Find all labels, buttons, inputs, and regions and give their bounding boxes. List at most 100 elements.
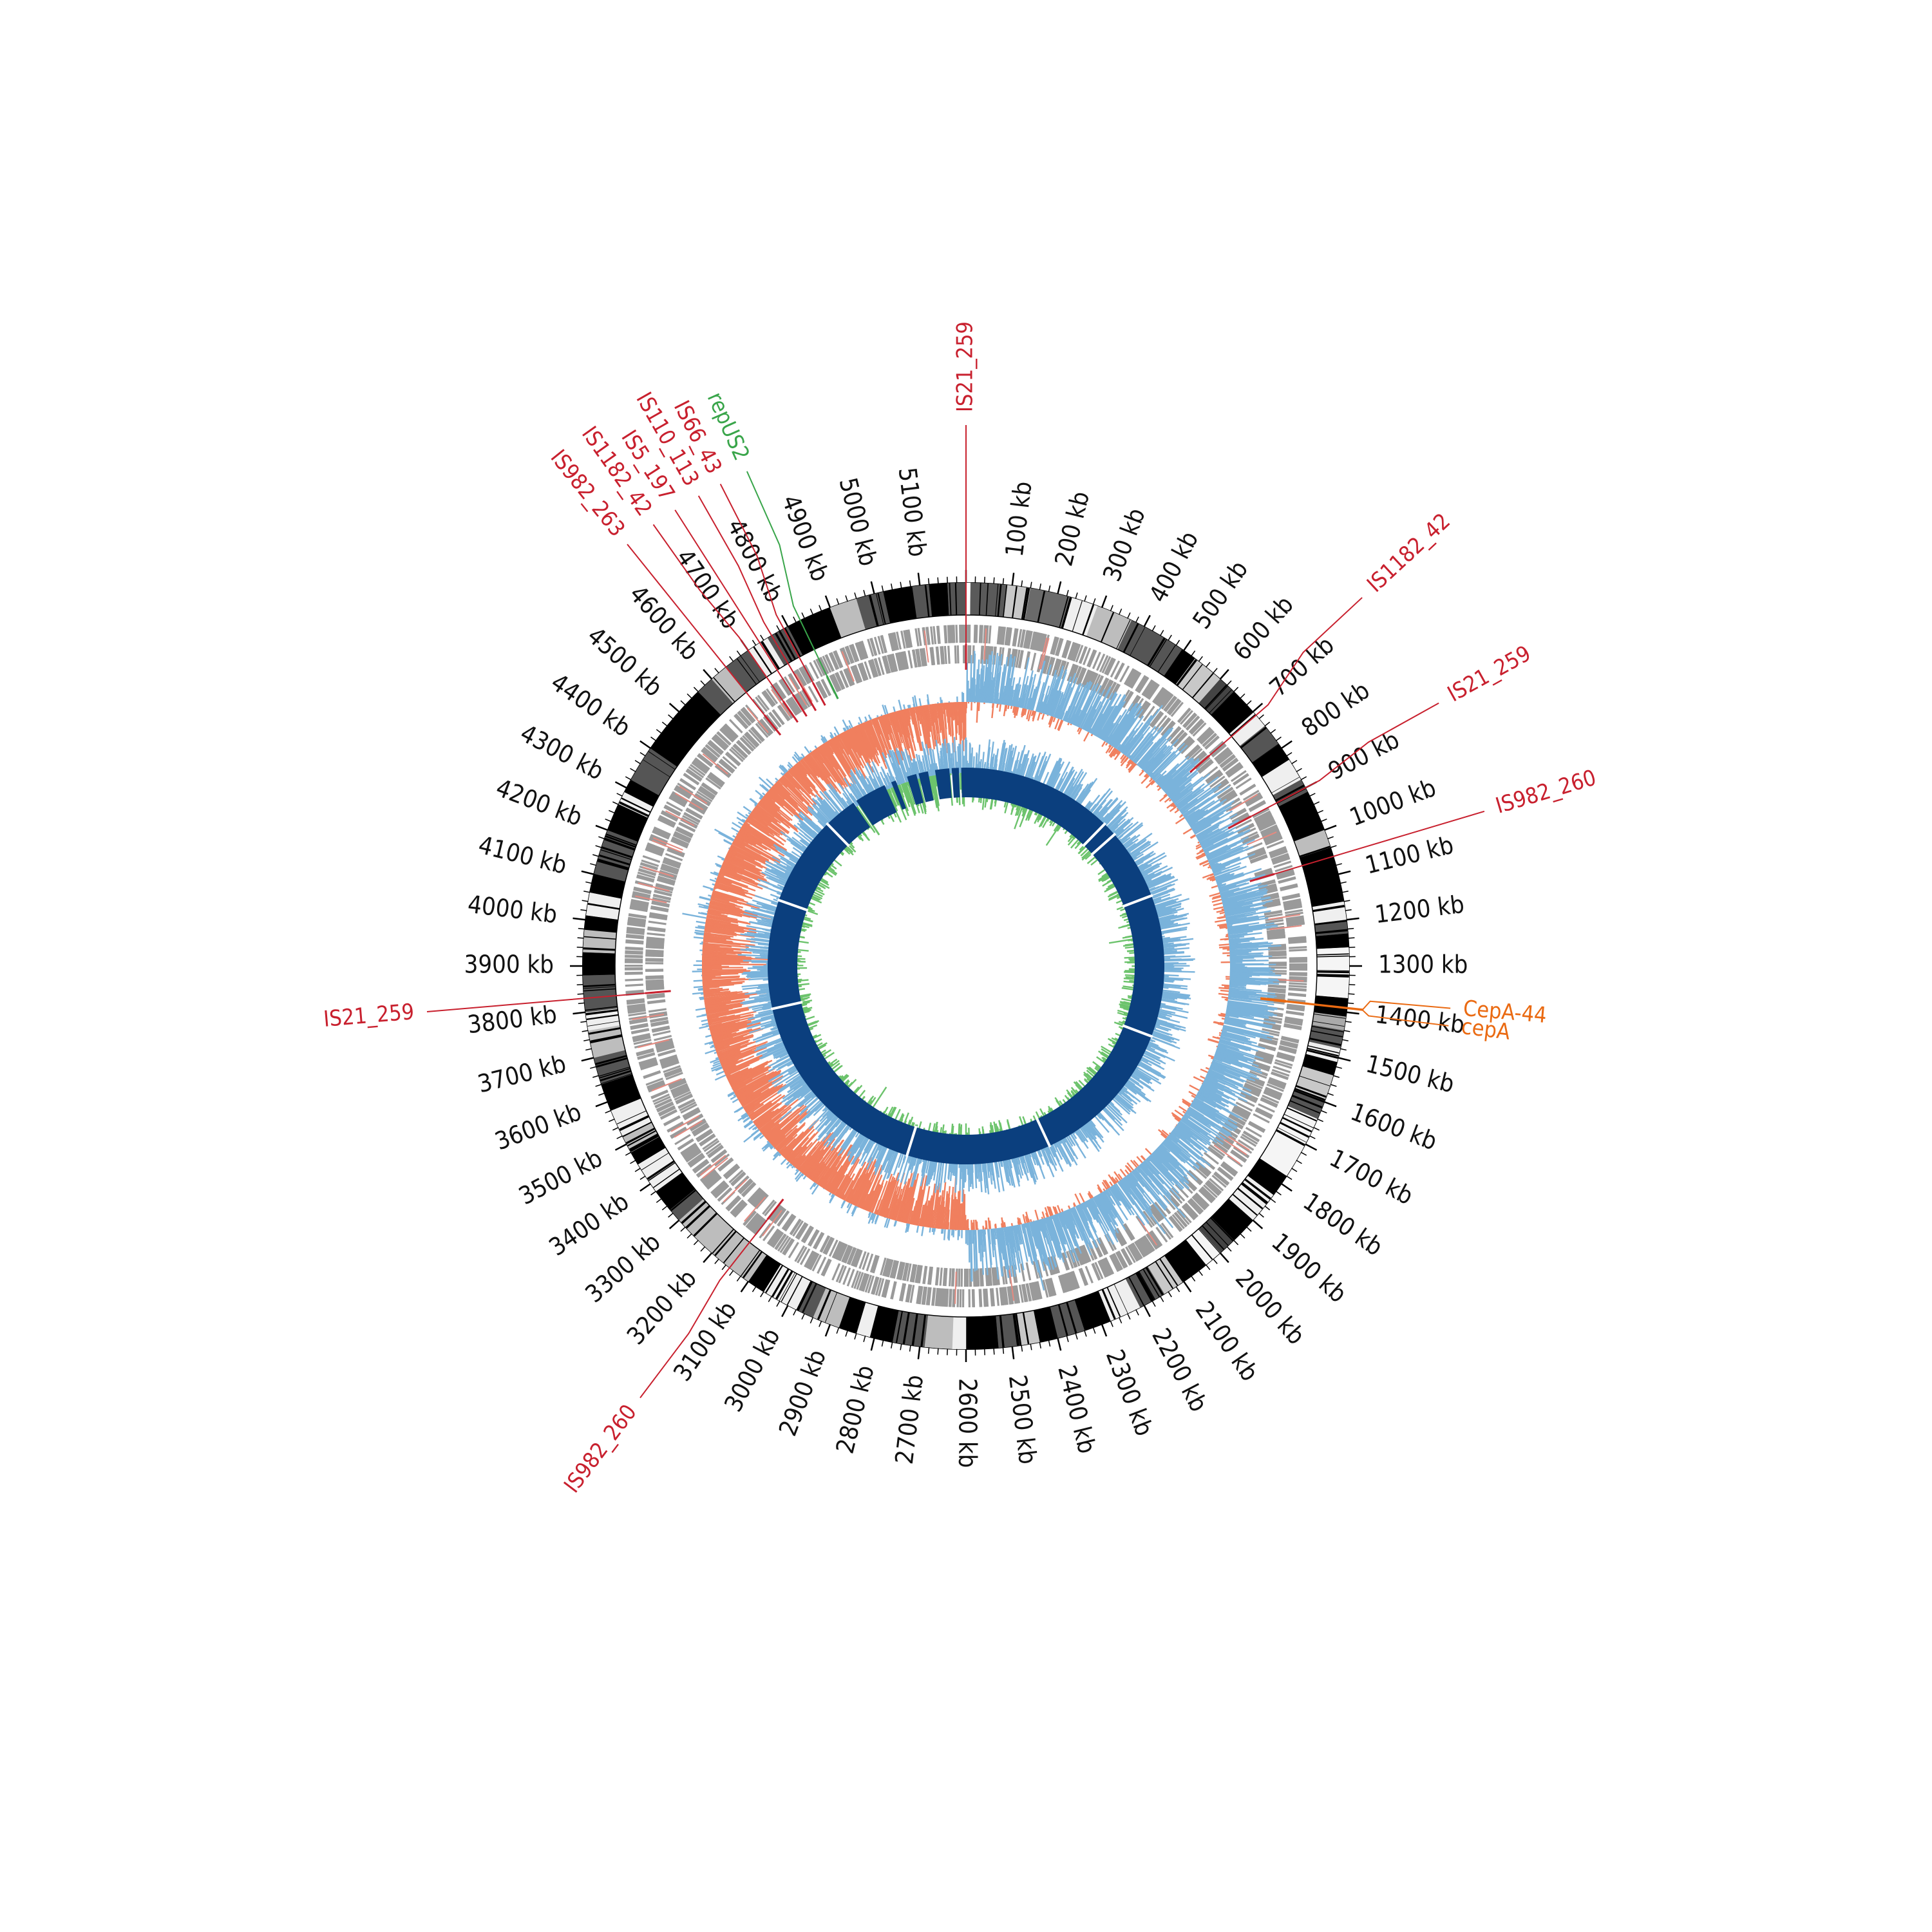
cds-feature (919, 648, 924, 667)
cds-feature (916, 649, 922, 667)
cds-feature (636, 874, 655, 882)
contig-stripe (1260, 757, 1288, 776)
contig-stripe (1023, 587, 1030, 620)
cds-feature (661, 863, 679, 871)
cds-feature (1042, 1280, 1049, 1298)
gc-skew-bar (1124, 1169, 1130, 1175)
cds-feature (1265, 1087, 1283, 1097)
cds-feature (1003, 1266, 1008, 1285)
cds-feature (1259, 886, 1277, 893)
cds-feature (874, 658, 882, 676)
cds-feature (1103, 1258, 1113, 1276)
cds-feature (972, 645, 975, 664)
contig-stripe (618, 804, 648, 819)
cds-feature (630, 1024, 649, 1030)
cds-feature (805, 1251, 816, 1269)
cds-ring (624, 624, 1308, 1307)
cds-feature (1218, 1132, 1235, 1144)
cds-feature (658, 1048, 676, 1056)
cds-feature (705, 777, 721, 790)
cds-feature (1142, 1210, 1155, 1227)
cds-feature (1046, 1278, 1054, 1297)
contig-stripe (897, 589, 905, 621)
gc-skew-bar (705, 902, 710, 905)
cds-feature (1142, 1236, 1154, 1253)
cds-feature (1242, 1088, 1260, 1097)
cds-feature (819, 1235, 830, 1253)
cds-feature (1094, 676, 1104, 693)
cds-feature (706, 1175, 722, 1189)
cds-feature (1271, 1068, 1290, 1077)
cds-rna-feature (1229, 793, 1258, 811)
cds-feature (1227, 1155, 1243, 1168)
contig-stripe (985, 583, 989, 616)
cds-feature (877, 636, 884, 654)
contig-stripe (1128, 1276, 1144, 1306)
cds-feature (917, 627, 922, 647)
gc-skew-bar (715, 1057, 719, 1060)
cds-feature (650, 1089, 668, 1099)
gc-skew-bar (734, 1106, 744, 1113)
cds-feature (1260, 826, 1278, 835)
cds-feature (625, 952, 643, 955)
contig-stripe (585, 918, 618, 923)
contig-stripe (643, 759, 670, 777)
cds-feature (671, 838, 689, 848)
cds-feature (677, 1098, 695, 1108)
cds-feature (689, 1155, 706, 1168)
cds-feature (630, 1023, 649, 1028)
cds-feature (734, 714, 748, 730)
cds-feature (1284, 1020, 1303, 1026)
cds-feature (996, 1287, 999, 1306)
cds-feature (1183, 1204, 1198, 1219)
cds-feature (1283, 898, 1302, 904)
cds-feature (841, 1244, 850, 1262)
cds-feature (1073, 643, 1081, 662)
cds-feature (1166, 698, 1180, 714)
contig-stripe (791, 624, 808, 654)
cds-feature (1289, 949, 1307, 952)
cds-feature (1045, 1279, 1052, 1297)
gc-skew-bar (703, 885, 714, 891)
cds-feature (1173, 1212, 1188, 1227)
contig-stripe (1295, 1084, 1327, 1098)
cds-feature (732, 1201, 746, 1216)
cds-feature (1217, 752, 1233, 765)
contig-stripe (598, 1066, 630, 1077)
cds-feature (795, 1222, 807, 1239)
cds-feature (750, 727, 764, 743)
cds-feature (846, 1269, 855, 1287)
cds-feature (790, 696, 802, 713)
cds-feature (764, 1200, 777, 1217)
cds-feature (1130, 1244, 1141, 1261)
cds-feature (1149, 1206, 1162, 1222)
cds-feature (1115, 1251, 1126, 1269)
cds-feature (1150, 711, 1163, 727)
contig-stripe (1313, 1014, 1346, 1019)
contig-stripe (824, 1292, 838, 1323)
contig-stripe (1085, 1296, 1097, 1327)
cds-feature (866, 1253, 874, 1272)
contig-stripe (630, 780, 659, 798)
contig-stripe (1315, 929, 1348, 933)
cds-feature (1146, 683, 1159, 699)
cds-feature (1266, 925, 1285, 931)
cds-rna-feature (679, 786, 708, 804)
contig-stripe (1157, 645, 1176, 672)
cds-feature (683, 811, 701, 822)
gc-skew-bar (1221, 908, 1224, 911)
cds-feature (1002, 1287, 1007, 1305)
gc-skew-bar (1216, 909, 1225, 913)
cds-feature (945, 1289, 949, 1307)
cds-feature (714, 1184, 729, 1198)
cds-feature (645, 975, 664, 978)
contig-stripe (761, 1263, 780, 1291)
cds-feature (774, 682, 787, 699)
gc-skew-bar (751, 1129, 759, 1136)
contig-stripe (583, 986, 616, 989)
cds-feature (1263, 1091, 1281, 1101)
cds-feature (717, 1157, 733, 1171)
cds-feature (742, 706, 756, 722)
gc-skew-bar (780, 1159, 787, 1166)
cds-feature (735, 741, 751, 755)
